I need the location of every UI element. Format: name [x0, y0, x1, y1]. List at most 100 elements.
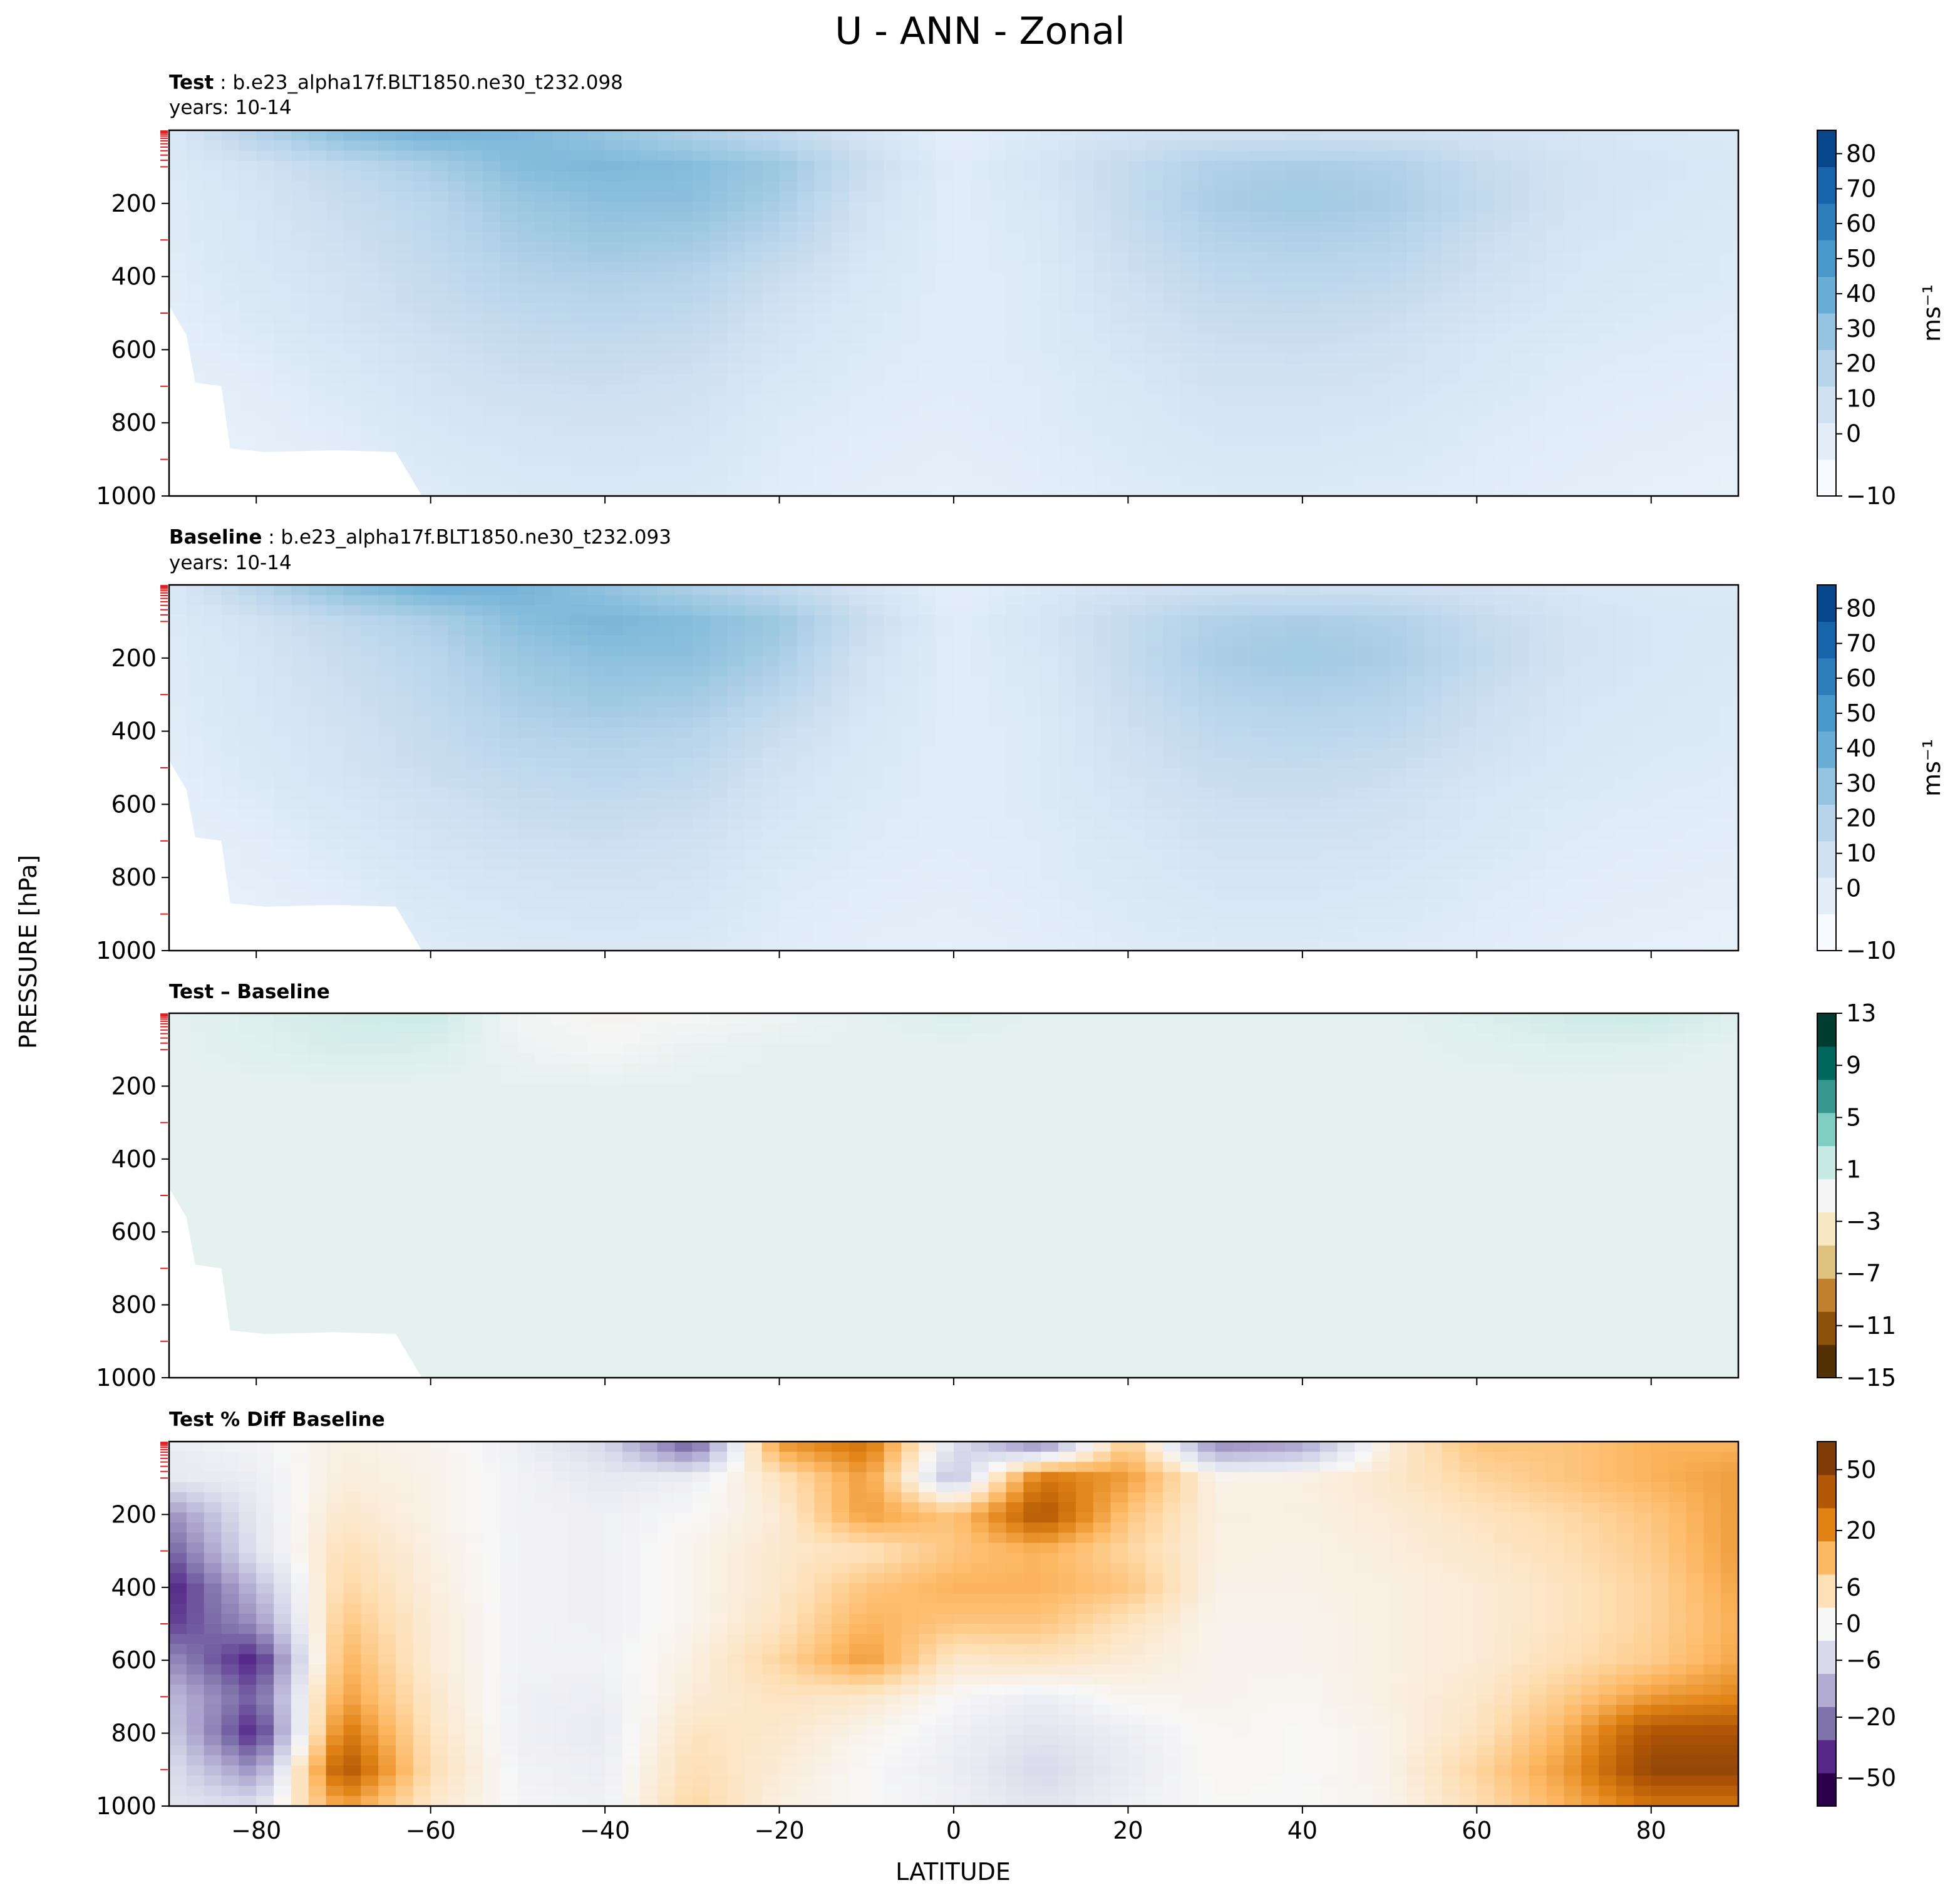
field-cell — [274, 646, 292, 657]
field-cell — [1668, 272, 1687, 284]
field-cell — [622, 170, 641, 182]
field-cell — [1041, 485, 1059, 497]
field-cell — [1128, 302, 1147, 314]
field-cell — [1110, 485, 1129, 497]
field-cell — [639, 768, 658, 779]
field-cell — [954, 676, 972, 688]
field-cell — [517, 747, 536, 758]
field-cell — [1163, 232, 1181, 243]
field-cell — [622, 727, 641, 738]
field-cell — [1616, 757, 1634, 768]
field-cell — [1494, 666, 1512, 677]
field-cell — [1110, 201, 1129, 212]
field-cell — [552, 706, 571, 718]
colorbar-segment — [1817, 276, 1836, 314]
field-cell — [552, 302, 571, 314]
field-cell — [779, 706, 798, 718]
field-cell — [1668, 475, 1687, 487]
field-cell — [378, 160, 396, 172]
field-cell — [256, 394, 274, 405]
field-cell — [866, 465, 885, 477]
colorbar-tick-label: 60 — [1846, 210, 1876, 237]
field-cell — [1110, 343, 1129, 354]
field-cell — [1477, 384, 1495, 395]
field-cell — [605, 415, 623, 426]
field-cell — [1477, 405, 1495, 416]
field-cell — [936, 605, 954, 616]
field-cell — [814, 232, 832, 243]
field-cell — [797, 292, 815, 304]
field-cell — [535, 737, 554, 748]
field-cell — [1145, 323, 1163, 334]
field-cell — [465, 302, 483, 314]
field-cell — [1163, 384, 1181, 395]
field-cell — [1546, 343, 1565, 354]
field-cell — [1494, 656, 1512, 667]
field-cell — [483, 716, 501, 728]
field-cell — [169, 201, 187, 212]
field-cell — [1477, 170, 1495, 182]
field-cell — [308, 706, 327, 718]
field-cell — [1128, 716, 1147, 728]
field-cell — [779, 605, 798, 616]
field-cell — [1075, 394, 1094, 405]
field-cell — [361, 727, 379, 738]
field-cell — [971, 130, 989, 142]
field-cell — [1041, 374, 1059, 385]
field-cell — [587, 170, 606, 182]
field-cell — [901, 140, 920, 152]
field-cell — [1477, 696, 1495, 708]
field-cell — [1390, 130, 1408, 142]
field-cell — [395, 262, 414, 273]
field-cell — [744, 191, 763, 202]
field-cell — [1075, 353, 1094, 364]
field-cell — [500, 475, 518, 487]
field-cell — [1250, 374, 1268, 385]
field-cell — [901, 666, 920, 677]
field-cell — [378, 181, 396, 192]
field-cell — [1145, 425, 1163, 436]
field-cell — [1319, 384, 1338, 395]
field-cell — [639, 140, 658, 152]
field-cell — [1110, 706, 1129, 718]
field-cell — [954, 415, 972, 426]
field-cell — [343, 282, 362, 294]
field-cell — [744, 646, 763, 657]
field-cell — [744, 302, 763, 314]
field-cell — [727, 737, 745, 748]
field-cell — [1250, 313, 1268, 324]
field-cell — [988, 716, 1007, 728]
field-cell — [761, 201, 780, 212]
field-cell — [552, 242, 571, 253]
field-cell — [761, 666, 780, 677]
field-cell — [1128, 333, 1147, 344]
field-cell — [1390, 425, 1408, 436]
field-cell — [761, 272, 780, 284]
field-cell — [814, 140, 832, 152]
field-cell — [1529, 405, 1547, 416]
field-cell — [1372, 282, 1390, 294]
field-cell — [1128, 140, 1147, 152]
field-cell — [1581, 150, 1600, 162]
field-cell — [1390, 374, 1408, 385]
field-cell — [1180, 757, 1199, 768]
field-cell — [395, 405, 414, 416]
field-cell — [1703, 425, 1721, 436]
field-cell — [692, 676, 710, 688]
field-cell — [483, 181, 501, 192]
field-cell — [378, 676, 396, 688]
field-cell — [1703, 170, 1721, 182]
field-cell — [1459, 232, 1478, 243]
field-cell — [639, 313, 658, 324]
field-cell — [1215, 585, 1234, 596]
field-cell — [744, 222, 763, 233]
field-cell — [239, 384, 257, 395]
field-cell — [1564, 636, 1582, 647]
field-cell — [1686, 747, 1705, 758]
field-cell — [1686, 445, 1705, 456]
field-cell — [413, 425, 431, 436]
field-cell — [1633, 140, 1652, 152]
field-cell — [727, 323, 745, 334]
field-cell — [814, 676, 832, 688]
field-cell — [919, 150, 937, 162]
